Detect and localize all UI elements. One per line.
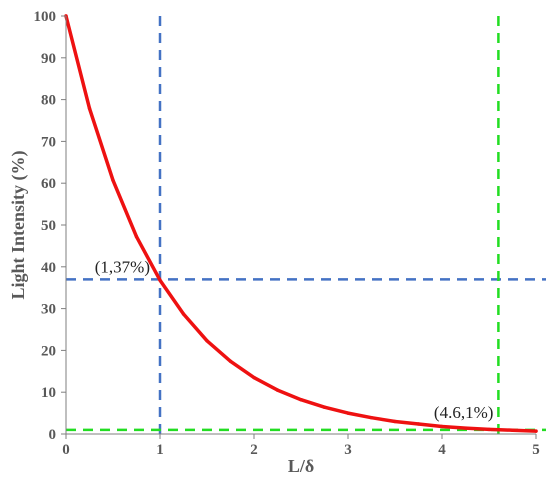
data-point xyxy=(393,419,397,424)
reference-lines xyxy=(66,16,546,434)
data-point xyxy=(534,429,538,433)
x-tick-label: 5 xyxy=(532,442,540,458)
curve-layer xyxy=(64,14,538,433)
data-point xyxy=(510,428,515,432)
data-point xyxy=(111,178,115,182)
y-tick-label: 0 xyxy=(49,427,57,443)
x-tick-label: 1 xyxy=(156,442,164,458)
data-point xyxy=(181,312,186,316)
y-tick-label: 30 xyxy=(41,302,56,318)
y-tick-label: 10 xyxy=(41,385,56,401)
data-point xyxy=(228,359,233,363)
data-point xyxy=(299,398,303,402)
data-point xyxy=(158,278,162,282)
annotations: (1,37%) (4.6,1%) xyxy=(95,257,494,421)
x-axis-title: L/δ xyxy=(288,456,314,476)
x-tick-label: 3 xyxy=(344,442,352,458)
series-line-0 xyxy=(64,14,538,433)
data-point xyxy=(87,106,92,111)
y-tick-label: 40 xyxy=(41,260,56,276)
data-point xyxy=(487,427,491,432)
y-tick-label: 50 xyxy=(41,218,56,234)
data-point xyxy=(416,422,421,426)
x-tick-label: 4 xyxy=(438,442,446,458)
y-tick-label: 60 xyxy=(41,176,56,192)
data-point xyxy=(440,424,444,429)
y-tick-label: 90 xyxy=(41,51,56,67)
data-point xyxy=(322,405,327,409)
y-tick-label: 80 xyxy=(41,93,56,109)
annotation-label: (4.6,1%) xyxy=(434,403,493,422)
data-point xyxy=(134,235,139,239)
y-tick-label: 70 xyxy=(41,134,56,150)
annotation-label: (1,37%) xyxy=(95,257,150,276)
y-tick-label: 100 xyxy=(34,9,57,25)
x-tick-label: 2 xyxy=(250,442,258,458)
data-point xyxy=(205,339,209,343)
data-point xyxy=(252,375,256,380)
data-point xyxy=(369,415,374,420)
y-axis-title: Light Intensity (%) xyxy=(8,150,29,299)
data-point xyxy=(275,388,280,392)
x-tick-label: 0 xyxy=(62,442,70,458)
y-tick-label: 20 xyxy=(41,343,56,359)
data-point xyxy=(463,426,468,430)
data-point xyxy=(346,411,350,415)
axes xyxy=(65,16,536,435)
